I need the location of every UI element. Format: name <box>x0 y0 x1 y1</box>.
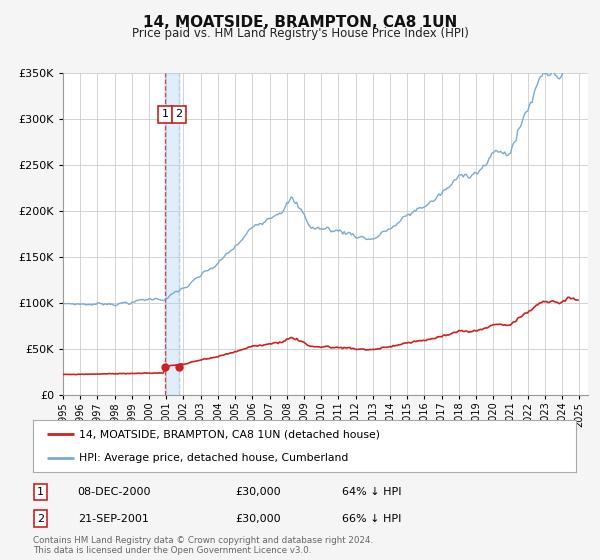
Text: 1: 1 <box>162 109 169 119</box>
Text: £30,000: £30,000 <box>235 514 281 524</box>
Text: 08-DEC-2000: 08-DEC-2000 <box>77 487 151 497</box>
Text: 21-SEP-2001: 21-SEP-2001 <box>79 514 149 524</box>
Text: 64% ↓ HPI: 64% ↓ HPI <box>342 487 402 497</box>
Text: HPI: Average price, detached house, Cumberland: HPI: Average price, detached house, Cumb… <box>79 452 349 463</box>
Text: 2: 2 <box>37 514 44 524</box>
Text: 14, MOATSIDE, BRAMPTON, CA8 1UN (detached house): 14, MOATSIDE, BRAMPTON, CA8 1UN (detache… <box>79 430 380 440</box>
Text: 66% ↓ HPI: 66% ↓ HPI <box>343 514 401 524</box>
Text: Price paid vs. HM Land Registry's House Price Index (HPI): Price paid vs. HM Land Registry's House … <box>131 27 469 40</box>
Text: £30,000: £30,000 <box>235 487 281 497</box>
Text: 1: 1 <box>37 487 44 497</box>
Text: 14, MOATSIDE, BRAMPTON, CA8 1UN: 14, MOATSIDE, BRAMPTON, CA8 1UN <box>143 15 457 30</box>
Text: 2: 2 <box>175 109 182 119</box>
Text: Contains HM Land Registry data © Crown copyright and database right 2024.
This d: Contains HM Land Registry data © Crown c… <box>33 536 373 555</box>
Bar <box>165 73 179 395</box>
